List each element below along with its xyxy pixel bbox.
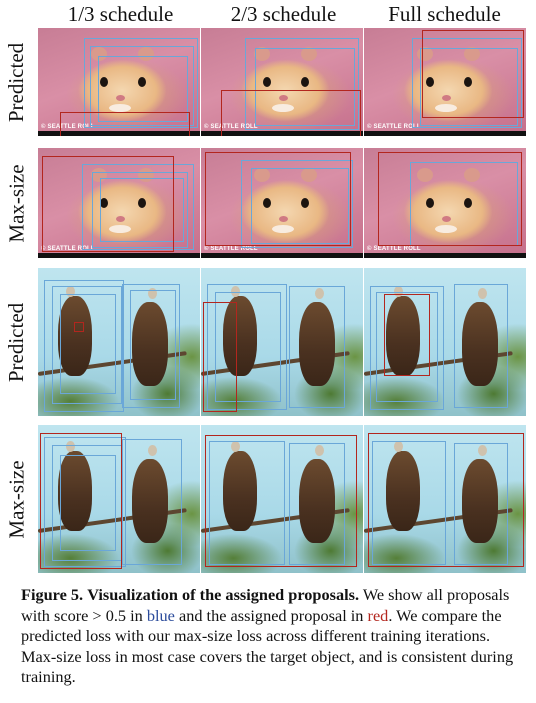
figure-caption: Figure 5. Visualization of the assigned … (21, 585, 521, 688)
vulture-max-size-2-3 (201, 425, 363, 573)
hamster-max-size-1-3: © SEATTLE ROLL (38, 148, 200, 258)
hamster-max-size-full: © SEATTLE ROLL (364, 148, 526, 258)
watermark: © SEATTLE ROLL (367, 124, 421, 130)
caption-title: Visualization of the assigned proposals. (87, 585, 360, 604)
proposal-box (52, 286, 122, 404)
hamster-image (364, 148, 526, 258)
proposal-box (255, 48, 355, 126)
proposal-box (130, 290, 176, 400)
proposal-box (241, 160, 353, 248)
caption-blue-word: blue (146, 605, 175, 625)
proposal-box (412, 38, 522, 128)
hamster-image (201, 148, 363, 258)
proposal-box (60, 455, 116, 551)
proposal-box (90, 46, 194, 126)
vulture-image (38, 268, 200, 416)
hamster-image (364, 28, 526, 136)
proposal-box (251, 168, 349, 244)
assigned-proposal-box (40, 433, 122, 569)
assigned-proposal-box (205, 435, 357, 567)
vulture-predicted-1-3 (38, 268, 200, 416)
proposal-box (376, 292, 438, 402)
watermark: © SEATTLE ROLL (204, 124, 258, 130)
row-label-predicted-vulture: Predicted (4, 302, 29, 382)
vulture-max-size-row (38, 425, 526, 573)
watermark: © SEATTLE ROLL (367, 246, 421, 252)
proposal-box (44, 280, 124, 412)
proposal-box (454, 284, 508, 408)
column-header-full-schedule: Full schedule (388, 2, 501, 26)
proposal-box (44, 437, 126, 567)
hamster-predicted-full: © SEATTLE ROLL (364, 28, 526, 136)
hamster-max-size-row: © SEATTLE ROLL © SEATTLE ROLL © SEATTLE … (38, 148, 526, 258)
assigned-proposal-box (42, 156, 174, 252)
assigned-proposal-box (74, 322, 84, 332)
proposal-box (420, 48, 518, 126)
proposal-box (207, 284, 287, 410)
assigned-proposal-box (221, 90, 361, 136)
hamster-predicted-2-3: © SEATTLE ROLL (201, 28, 363, 136)
vulture-predicted-row (38, 268, 526, 416)
proposal-box (209, 441, 285, 565)
caption-red-word: red (367, 605, 389, 625)
row-label-max-size-hamster: Max-size (4, 163, 29, 243)
figure-label: Figure 5. (21, 585, 84, 604)
hamster-predicted-row: © SEATTLE ROLL © SEATTLE ROLL © SEATTLE … (38, 28, 526, 136)
row-label-predicted-hamster: Predicted (4, 42, 29, 122)
assigned-proposal-box (205, 152, 351, 246)
caption-text-3: . We compare the predicted loss with our… (21, 605, 514, 687)
proposal-box (100, 178, 184, 242)
proposal-box (122, 439, 182, 565)
proposal-box (84, 38, 198, 128)
assigned-proposal-box (378, 152, 522, 246)
proposal-box (289, 286, 345, 408)
vulture-max-size-full (364, 425, 526, 573)
vulture-image (38, 425, 200, 573)
assigned-proposal-box (203, 302, 237, 412)
vulture-image (201, 425, 363, 573)
proposal-box (82, 164, 194, 250)
assigned-proposal-box (60, 112, 190, 136)
vulture-predicted-2-3 (201, 268, 363, 416)
watermark: © SEATTLE ROLL (204, 246, 258, 252)
row-label-max-size-vulture: Max-size (4, 459, 29, 539)
proposal-box (245, 38, 359, 130)
hamster-max-size-2-3: © SEATTLE ROLL (201, 148, 363, 258)
assigned-proposal-box (384, 294, 430, 376)
assigned-proposal-box (368, 433, 524, 567)
column-header-2-3-schedule: 2/3 schedule (230, 2, 337, 26)
proposal-box (92, 172, 188, 248)
proposal-box (372, 441, 446, 565)
proposal-box (289, 443, 345, 565)
assigned-proposal-box (422, 30, 524, 118)
vulture-predicted-full (364, 268, 526, 416)
hamster-image (201, 28, 363, 136)
hamster-predicted-1-3: © SEATTLE ROLL (38, 28, 200, 136)
proposal-box (122, 284, 180, 408)
proposal-box (60, 294, 116, 394)
watermark: © SEATTLE ROLL (41, 124, 95, 130)
proposal-box (370, 286, 444, 410)
proposal-box (454, 443, 508, 565)
caption-text-2: and the assigned proposal in (178, 605, 364, 625)
watermark: © SEATTLE ROLL (41, 246, 95, 252)
vulture-max-size-1-3 (38, 425, 200, 573)
caption-text-1: We show all proposals with score > 0.5 i… (21, 585, 510, 625)
column-header-1-3-schedule: 1/3 schedule (67, 2, 174, 26)
proposal-box (215, 292, 281, 402)
proposal-box (98, 56, 188, 122)
